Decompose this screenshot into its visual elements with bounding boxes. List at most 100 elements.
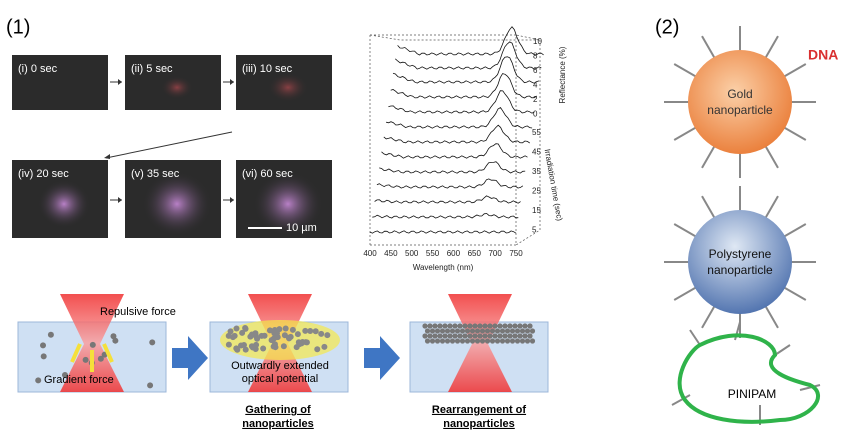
nanoparticle [477,323,482,328]
x-tick-label: 500 [405,249,419,258]
dna-strand [765,305,778,328]
nanoparticle [512,323,517,328]
nanoparticle [522,333,527,338]
nanoparticle [520,328,525,333]
nanoparticle [430,338,435,343]
particle-label: nanoparticle [707,103,773,117]
nanoparticle [437,333,442,338]
nanoparticle [425,338,430,343]
nanoparticle [281,343,287,349]
y-tick-label: 2 [533,95,538,104]
nanoparticle [432,333,437,338]
nanoparticle [502,323,507,328]
nanoparticle [249,343,255,349]
nanoparticle [435,338,440,343]
nanoparticle [487,323,492,328]
nanoparticle [437,323,442,328]
nanoparticle [467,333,472,338]
laser-spot [161,76,193,99]
nanoparticle [147,382,153,388]
nanoparticle [482,323,487,328]
laser-spot [142,172,212,237]
nanoparticle [48,332,54,338]
arrowhead [118,197,122,203]
nanoparticle [435,328,440,333]
nanoparticle [510,328,515,333]
nanoparticle [512,333,517,338]
nanoparticle [286,335,292,341]
dna-strand [783,127,806,140]
plot-frame [370,35,516,245]
nanoparticle [149,339,155,345]
dna-strand [783,224,806,237]
spectrum-line [398,27,544,55]
dna-strand [702,36,715,59]
nanoparticle [40,342,46,348]
dna-strand [702,145,715,168]
nanoparticle [462,323,467,328]
scale-label: 10 µm [286,222,317,234]
laser-spot [268,73,309,102]
y-tick-label: 8 [533,52,538,61]
nanoparticle [272,341,278,347]
polymer-label: PINIPAM [728,387,776,401]
z-tick-label: 55 [532,128,541,137]
tile-label: (ii) 5 sec [131,63,173,75]
nanoparticle [427,333,432,338]
nanoparticle [460,338,465,343]
nanoparticle [505,338,510,343]
x-tick-label: 750 [509,249,523,258]
nanoparticle [41,353,47,359]
spectrum-line [395,42,541,69]
spectrum-line [379,162,525,174]
nanoparticle [480,328,485,333]
z-tick-label: 25 [532,187,541,196]
microscope-images: (i) 0 sec(ii) 5 sec(iii) 10 sec(iv) 20 s… [12,55,332,238]
nanoparticle [321,344,327,350]
nanoparticle [427,323,432,328]
potential-label: optical potential [242,373,318,385]
tile-label: (v) 35 sec [131,168,180,180]
nanoparticle [425,328,430,333]
schematic: Repulsive forceGradient forceOutwardly e… [18,294,548,430]
y-tick-label: 6 [533,66,538,75]
arrow [106,132,232,158]
y-tick-label: 0 [533,110,538,119]
nanoparticle [447,333,452,338]
nanoparticle [267,327,273,333]
dna-strand [674,64,697,77]
spectrum-line [375,196,521,203]
dna-strand [783,287,806,300]
nanoparticle [457,323,462,328]
plot-frame [370,35,540,245]
y-tick-label: 10 [533,37,542,46]
dna-label: DNA [808,47,838,63]
nanoparticle [505,328,510,333]
nanoparticle [452,323,457,328]
dna-strand [674,127,697,140]
nanoparticle [495,338,500,343]
nanoparticle [475,338,480,343]
x-tick-label: 450 [384,249,398,258]
nanoparticle [98,356,104,362]
z-tick-label: 45 [532,148,541,157]
process-arrow [364,336,400,380]
nanoparticle [283,326,289,332]
nanoparticle [472,333,477,338]
nanoparticle [455,338,460,343]
y-axis-label: Reflectance (%) [558,46,567,103]
nanoparticle [455,328,460,333]
z-tick-label: 35 [532,167,541,176]
nanoparticle [472,323,477,328]
arrowhead [230,197,234,203]
particle-label: Gold [727,87,752,101]
arrowhead [230,79,234,85]
nanoparticle [238,342,244,348]
nanoparticle [314,346,320,352]
nanoparticle [232,333,238,339]
spectrum-line [386,108,532,129]
polymer-chain [680,335,818,421]
nanoparticle [477,333,482,338]
particle-label: nanoparticle [707,263,773,277]
x-tick-label: 650 [468,249,482,258]
